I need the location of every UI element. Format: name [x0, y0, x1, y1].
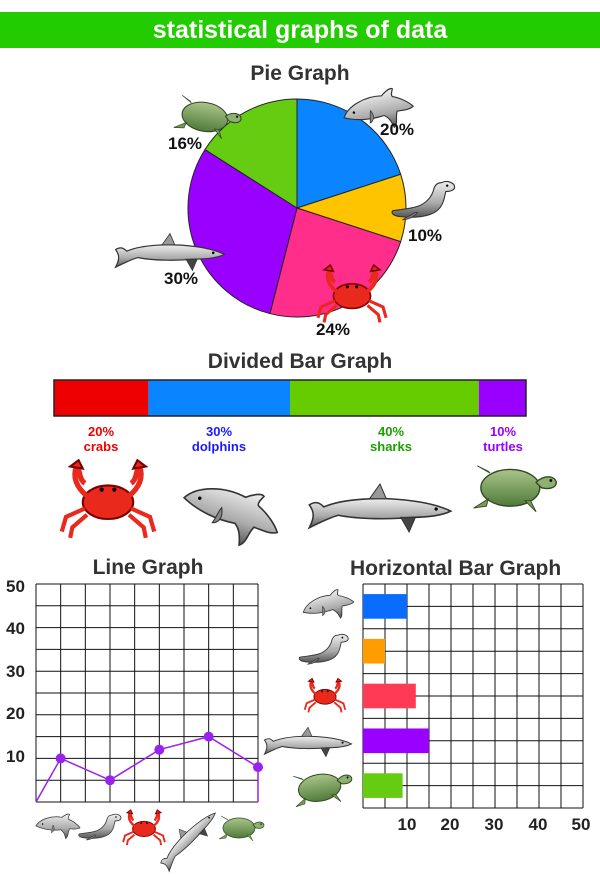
line-chart-title: Line Graph	[92, 556, 204, 579]
hbar-xtick-30: 30	[484, 815, 504, 834]
divided-segment-crabs	[54, 380, 149, 416]
hbar-xtick-50: 50	[571, 815, 591, 834]
line-ytick-20: 20	[6, 704, 25, 723]
divided-segment-dolphins	[148, 380, 290, 416]
divided-label-turtles: 10% turtles	[458, 424, 548, 454]
hbar-xtick-10: 10	[397, 815, 417, 834]
hbar-bar-dolphin	[363, 594, 407, 619]
pie-label-dolphins: 20%	[380, 120, 415, 139]
horizontal-bar-chart	[362, 583, 584, 809]
pie-label-seals: 10%	[408, 226, 443, 245]
divided-pct-crabs: 20%	[87, 424, 115, 439]
shark-icon	[114, 233, 225, 271]
divided-pct-dolphins: 30%	[205, 424, 233, 439]
hbar-xtick-40: 40	[528, 815, 548, 834]
divided-name-turtles: turtles	[483, 439, 523, 454]
line-point-crab	[154, 744, 165, 755]
line-point-turtle	[253, 762, 263, 773]
crab-icon	[315, 263, 389, 324]
horizontal-bar-title: Horizontal Bar Graph	[350, 557, 562, 580]
divided-bar-chart	[53, 379, 527, 417]
divided-label-sharks: 40% sharks	[346, 424, 436, 454]
divided-name-crabs: crabs	[83, 439, 119, 454]
pie-chart	[187, 98, 407, 318]
line-ytick-50: 50	[6, 577, 25, 596]
turtle-icon	[472, 465, 558, 513]
hbar-bar-turtle	[363, 773, 403, 798]
seal-icon	[298, 633, 349, 665]
line-point-seal	[105, 775, 115, 786]
divided-segment-turtles	[478, 380, 526, 416]
divided-pct-sharks: 40%	[377, 424, 405, 439]
pie-slice-turtle	[204, 98, 298, 209]
dolphin-icon	[174, 471, 288, 556]
hbar-bar-shark	[363, 728, 429, 754]
crab-icon	[52, 456, 164, 540]
divided-bar-outline	[53, 379, 527, 417]
pie-label-crabs: 24%	[316, 320, 351, 339]
line-ytick-30: 30	[6, 662, 25, 681]
divided-bar-title: Divided Bar Graph	[207, 350, 393, 373]
pie-label-turtles: 16%	[168, 134, 203, 153]
line-point-shark	[203, 731, 214, 742]
shark-icon	[263, 726, 353, 758]
line-ytick-10: 10	[6, 747, 25, 766]
pie-label-sharks: 30%	[164, 269, 199, 288]
hbar-bar-crab	[363, 683, 416, 709]
line-chart	[35, 583, 263, 803]
divided-name-dolphins: dolphins	[191, 439, 247, 454]
hbar-xtick-20: 20	[440, 815, 460, 834]
hbar-bar-seal	[363, 638, 385, 664]
shark-icon	[308, 483, 452, 533]
crab-icon	[303, 677, 347, 714]
page-banner: statistical graphs of data	[0, 12, 600, 48]
divided-segment-sharks	[290, 380, 479, 416]
divided-label-dolphins: 30% dolphins	[174, 424, 264, 454]
line-ytick-40: 40	[6, 619, 25, 638]
divided-pct-turtles: 10%	[489, 424, 517, 439]
pie-chart-title: Pie Graph	[250, 62, 350, 85]
seal-icon	[391, 180, 456, 221]
divided-label-crabs: 20% crabs	[56, 424, 146, 454]
divided-name-sharks: sharks	[370, 439, 412, 454]
line-point-dolphin	[55, 753, 66, 764]
